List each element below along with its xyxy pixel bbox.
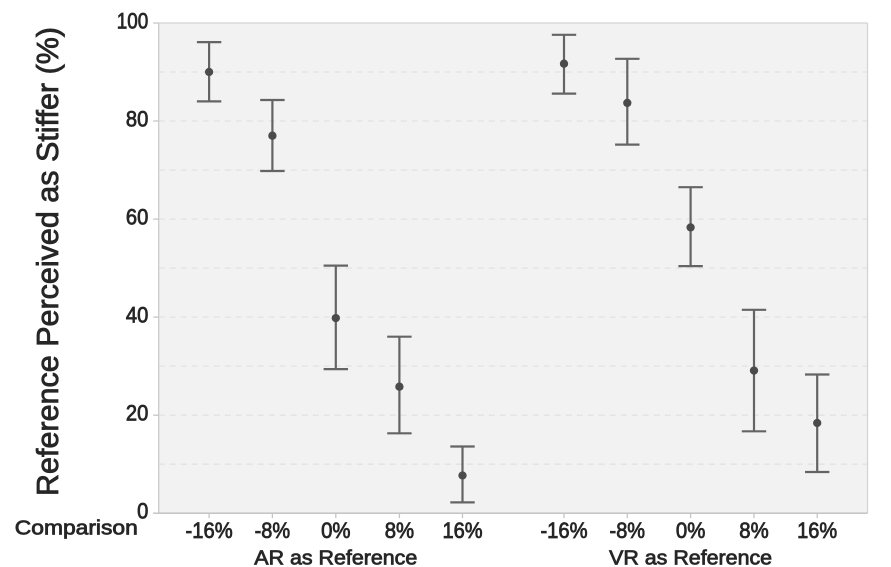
svg-text:Comparison: Comparison bbox=[15, 516, 138, 539]
svg-text:-8%: -8% bbox=[255, 518, 291, 543]
svg-text:16%: 16% bbox=[442, 518, 482, 543]
svg-text:20: 20 bbox=[126, 401, 148, 426]
svg-text:8%: 8% bbox=[739, 518, 768, 543]
svg-text:AR as Reference: AR as Reference bbox=[254, 547, 417, 567]
svg-text:60: 60 bbox=[126, 204, 148, 229]
svg-text:Reference Perceived as Stiffer: Reference Perceived as Stiffer (%) bbox=[31, 27, 65, 496]
svg-text:-16%: -16% bbox=[540, 518, 587, 543]
svg-text:-8%: -8% bbox=[610, 518, 646, 543]
svg-text:100: 100 bbox=[117, 8, 149, 33]
svg-text:40: 40 bbox=[126, 302, 148, 327]
svg-text:0%: 0% bbox=[321, 518, 350, 543]
svg-text:VR as Reference: VR as Reference bbox=[609, 547, 772, 567]
svg-text:0: 0 bbox=[137, 499, 148, 524]
svg-text:-16%: -16% bbox=[186, 518, 233, 543]
svg-text:80: 80 bbox=[126, 106, 148, 131]
svg-text:16%: 16% bbox=[797, 518, 837, 543]
svg-text:8%: 8% bbox=[385, 518, 414, 543]
svg-text:0%: 0% bbox=[676, 518, 705, 543]
